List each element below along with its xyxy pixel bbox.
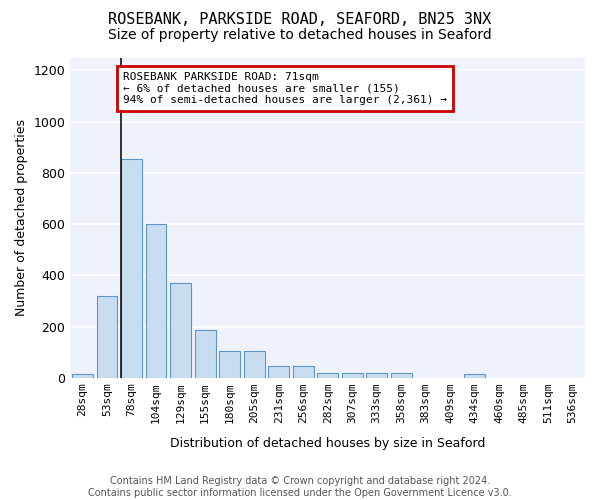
X-axis label: Distribution of detached houses by size in Seaford: Distribution of detached houses by size …: [170, 437, 485, 450]
Bar: [121, 158, 142, 378]
Bar: [194, 330, 215, 378]
Bar: [268, 366, 289, 378]
Bar: [170, 283, 191, 378]
Text: ROSEBANK, PARKSIDE ROAD, SEAFORD, BN25 3NX: ROSEBANK, PARKSIDE ROAD, SEAFORD, BN25 3…: [109, 12, 491, 28]
Text: Contains HM Land Registry data © Crown copyright and database right 2024.
Contai: Contains HM Land Registry data © Crown c…: [88, 476, 512, 498]
Bar: [366, 372, 387, 378]
Bar: [317, 372, 338, 378]
Bar: [72, 374, 93, 378]
Bar: [97, 296, 118, 378]
Text: ROSEBANK PARKSIDE ROAD: 71sqm
← 6% of detached houses are smaller (155)
94% of s: ROSEBANK PARKSIDE ROAD: 71sqm ← 6% of de…: [123, 72, 447, 105]
Bar: [293, 366, 314, 378]
Text: Size of property relative to detached houses in Seaford: Size of property relative to detached ho…: [108, 28, 492, 42]
Bar: [342, 372, 362, 378]
Bar: [244, 351, 265, 378]
Bar: [146, 224, 166, 378]
Y-axis label: Number of detached properties: Number of detached properties: [15, 119, 28, 316]
Bar: [464, 374, 485, 378]
Bar: [391, 372, 412, 378]
Bar: [219, 351, 240, 378]
